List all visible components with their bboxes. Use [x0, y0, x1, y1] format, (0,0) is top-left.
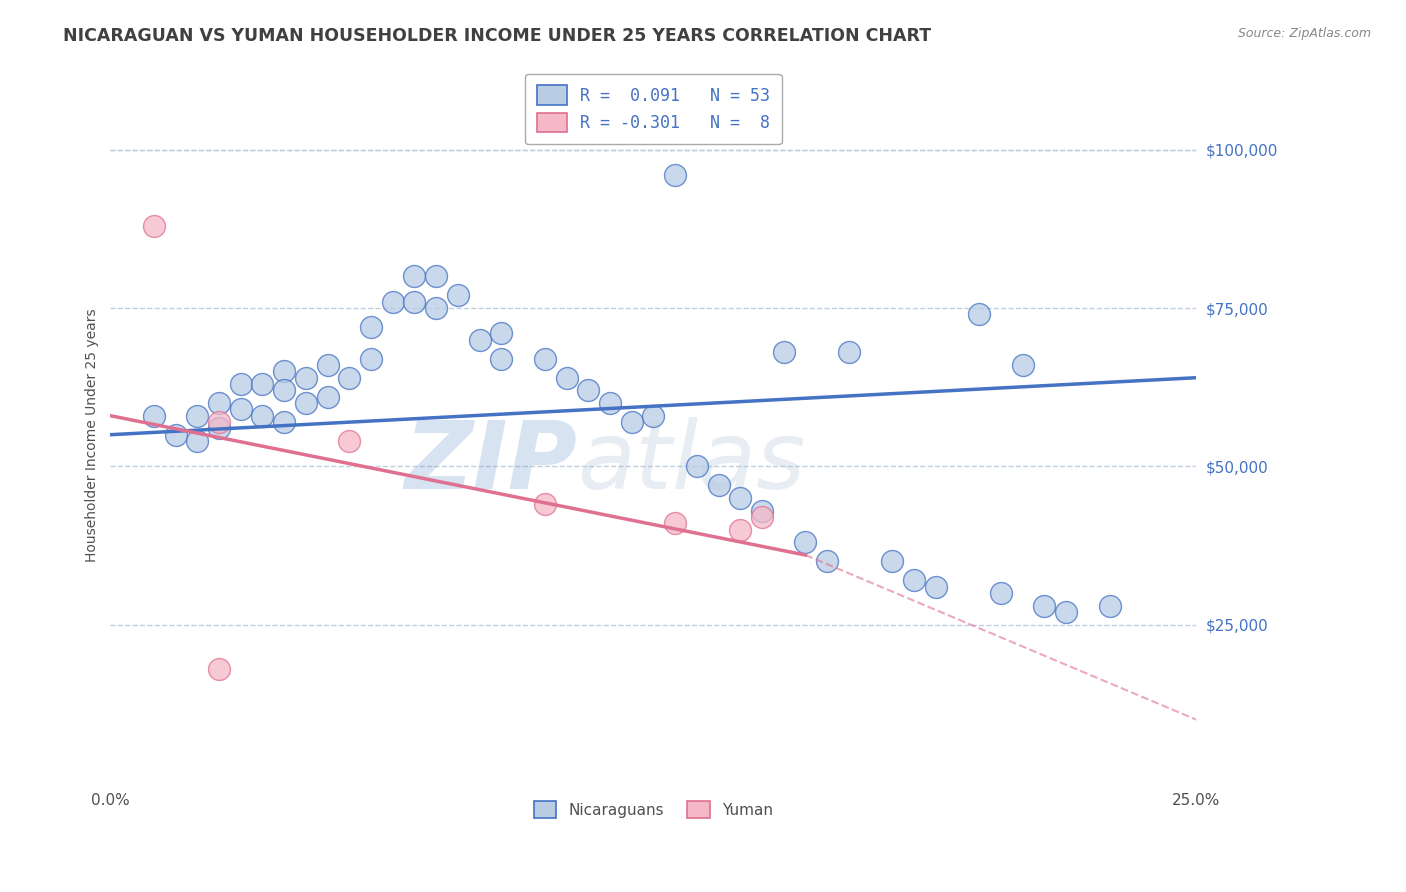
- Point: [229, 377, 252, 392]
- Text: Source: ZipAtlas.com: Source: ZipAtlas.com: [1237, 27, 1371, 40]
- Point: [208, 396, 231, 410]
- Point: [772, 345, 794, 359]
- Point: [186, 409, 208, 423]
- Point: [273, 364, 295, 378]
- Text: ZIP: ZIP: [405, 417, 578, 508]
- Point: [273, 415, 295, 429]
- Text: NICARAGUAN VS YUMAN HOUSEHOLDER INCOME UNDER 25 YEARS CORRELATION CHART: NICARAGUAN VS YUMAN HOUSEHOLDER INCOME U…: [63, 27, 931, 45]
- Point: [1054, 605, 1077, 619]
- Point: [620, 415, 643, 429]
- Point: [208, 662, 231, 676]
- Point: [533, 497, 555, 511]
- Point: [360, 351, 382, 366]
- Point: [491, 351, 513, 366]
- Point: [337, 370, 360, 384]
- Point: [252, 409, 274, 423]
- Point: [425, 301, 447, 315]
- Point: [903, 574, 925, 588]
- Point: [925, 580, 948, 594]
- Point: [273, 384, 295, 398]
- Point: [186, 434, 208, 448]
- Point: [1033, 599, 1056, 613]
- Point: [295, 396, 318, 410]
- Point: [425, 269, 447, 284]
- Point: [555, 370, 578, 384]
- Point: [730, 523, 752, 537]
- Point: [730, 491, 752, 505]
- Legend: Nicaraguans, Yuman: Nicaraguans, Yuman: [527, 796, 779, 824]
- Point: [990, 586, 1012, 600]
- Point: [794, 535, 817, 549]
- Point: [664, 516, 686, 531]
- Point: [404, 294, 426, 309]
- Point: [1098, 599, 1121, 613]
- Point: [337, 434, 360, 448]
- Point: [447, 288, 470, 302]
- Point: [404, 269, 426, 284]
- Point: [229, 402, 252, 417]
- Point: [252, 377, 274, 392]
- Point: [643, 409, 665, 423]
- Point: [491, 326, 513, 341]
- Point: [686, 459, 709, 474]
- Point: [142, 219, 165, 233]
- Point: [967, 307, 990, 321]
- Point: [316, 390, 339, 404]
- Point: [316, 358, 339, 372]
- Point: [533, 351, 555, 366]
- Point: [208, 415, 231, 429]
- Point: [664, 168, 686, 182]
- Point: [468, 333, 491, 347]
- Point: [838, 345, 860, 359]
- Y-axis label: Householder Income Under 25 years: Householder Income Under 25 years: [86, 308, 100, 561]
- Point: [751, 504, 773, 518]
- Point: [751, 510, 773, 524]
- Point: [1011, 358, 1033, 372]
- Text: atlas: atlas: [578, 417, 806, 508]
- Point: [576, 384, 599, 398]
- Point: [882, 554, 904, 568]
- Point: [381, 294, 404, 309]
- Point: [599, 396, 621, 410]
- Point: [208, 421, 231, 435]
- Point: [360, 320, 382, 334]
- Point: [165, 427, 187, 442]
- Point: [142, 409, 165, 423]
- Point: [707, 478, 730, 492]
- Point: [295, 370, 318, 384]
- Point: [815, 554, 838, 568]
